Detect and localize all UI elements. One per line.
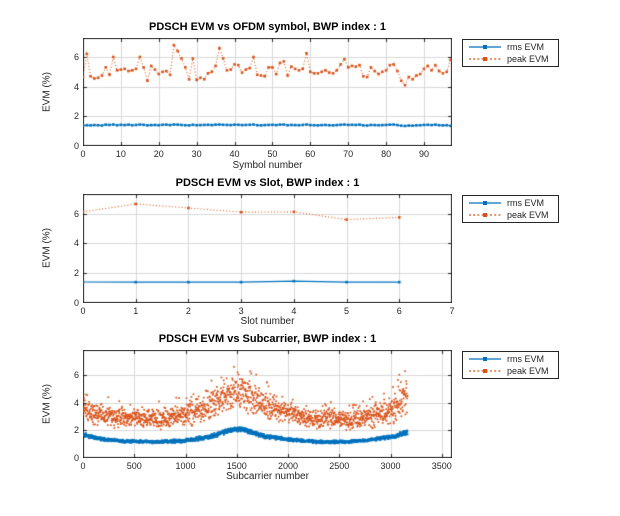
legend-label-rms: rms EVM: [507, 42, 544, 53]
subplot3-plot-area: [83, 350, 452, 458]
legend-label-peak: peak EVM: [507, 209, 549, 220]
subplot1-x-axis-label: Symbol number: [232, 160, 303, 171]
x-tick-label: 6: [396, 306, 402, 316]
rms-line-sample-icon: [469, 45, 501, 50]
subplot3-title: PDSCH EVM vs Subcarrier, BWP index : 1: [158, 333, 377, 345]
x-tick-label: 70: [343, 149, 354, 159]
x-tick-label: 90: [418, 149, 429, 159]
x-tick-label: 20: [153, 149, 164, 159]
subplot2-title: PDSCH EVM vs Slot, BWP index : 1: [175, 177, 360, 189]
subplot2-legend: rms EVM peak EVM: [462, 195, 559, 223]
subplot1-title: PDSCH EVM vs OFDM symbol, BWP index : 1: [149, 21, 386, 33]
subplot1-plot-area: [83, 38, 452, 146]
subplot2-y-axis-label: EVM (%): [41, 228, 53, 268]
subplot1-y-axis-label: EVM (%): [41, 72, 53, 112]
subplot3-legend: rms EVM peak EVM: [462, 351, 559, 379]
x-tick-label: 1000: [175, 461, 196, 471]
y-tick-label: 4: [73, 238, 79, 249]
y-tick-label: 0: [73, 453, 79, 463]
legend-label-rms: rms EVM: [507, 198, 544, 209]
x-tick-label: 1: [133, 306, 139, 316]
y-tick-label: 4: [73, 81, 79, 92]
x-tick-label: 4: [291, 306, 297, 316]
peak-line-sample-icon: [469, 368, 501, 373]
x-tick-label: 2500: [329, 461, 350, 471]
x-tick-label: 50: [267, 149, 278, 159]
y-tick-label: 6: [73, 208, 79, 219]
legend-item-rms: rms EVM: [467, 354, 555, 365]
legend-label-peak: peak EVM: [507, 365, 549, 376]
legend-item-peak: peak EVM: [467, 54, 555, 65]
subplot3-x-axis-label: Subcarrier number: [226, 471, 309, 482]
legend-item-rms: rms EVM: [467, 42, 555, 53]
peak-line-sample-icon: [469, 56, 501, 61]
x-tick-label: 0: [80, 306, 86, 316]
y-tick-label: 4: [73, 397, 79, 408]
peak-line-sample-icon: [469, 212, 501, 217]
y-tick-label: 2: [73, 268, 79, 279]
x-tick-label: 3500: [431, 461, 452, 471]
x-tick-label: 10: [115, 149, 126, 159]
y-tick-label: 0: [73, 298, 79, 308]
subplot1-legend: rms EVM peak EVM: [462, 39, 559, 67]
x-tick-label: 2: [185, 306, 191, 316]
legend-label-peak: peak EVM: [507, 53, 549, 64]
x-tick-label: 1500: [226, 461, 247, 471]
x-tick-label: 3: [238, 306, 244, 316]
y-tick-label: 0: [73, 141, 79, 151]
x-tick-label: 0: [80, 461, 86, 471]
x-tick-label: 5: [344, 306, 350, 316]
x-tick-label: 2000: [277, 461, 299, 471]
y-tick-label: 6: [73, 51, 79, 62]
subplot3-y-axis-label: EVM (%): [41, 384, 53, 424]
subplot2-plot-area: [83, 194, 452, 303]
y-tick-label: 2: [73, 111, 79, 122]
rms-line-sample-icon: [469, 201, 501, 206]
x-tick-label: 60: [305, 149, 316, 159]
x-tick-label: 30: [191, 149, 202, 159]
legend-item-rms: rms EVM: [467, 198, 555, 209]
x-tick-label: 7: [449, 306, 455, 316]
subplot2-x-axis-label: Slot number: [240, 316, 295, 327]
x-tick-label: 500: [126, 461, 142, 471]
legend-label-rms: rms EVM: [507, 354, 544, 365]
x-tick-label: 80: [381, 149, 392, 159]
x-tick-label: 40: [229, 149, 240, 159]
rms-line-sample-icon: [469, 357, 501, 362]
y-tick-label: 6: [73, 369, 79, 380]
y-tick-label: 2: [73, 425, 79, 436]
legend-item-peak: peak EVM: [467, 366, 555, 377]
x-tick-label: 3000: [380, 461, 401, 471]
x-tick-label: 0: [80, 149, 86, 159]
legend-item-peak: peak EVM: [467, 210, 555, 221]
